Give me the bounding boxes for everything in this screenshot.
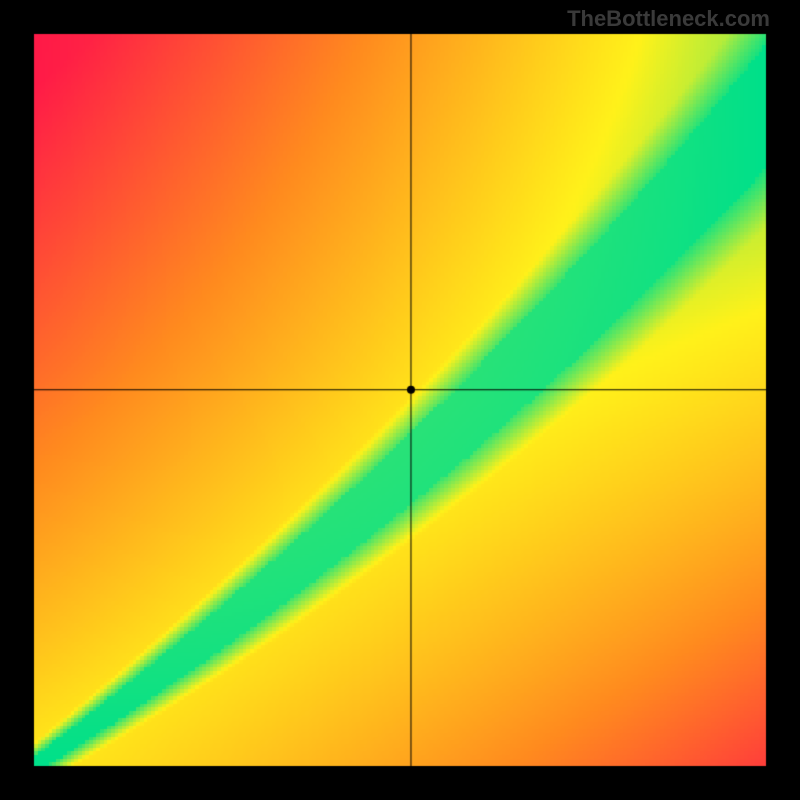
- chart-container: TheBottleneck.com: [0, 0, 800, 800]
- watermark-text: TheBottleneck.com: [567, 6, 770, 32]
- bottleneck-heatmap: [0, 0, 800, 800]
